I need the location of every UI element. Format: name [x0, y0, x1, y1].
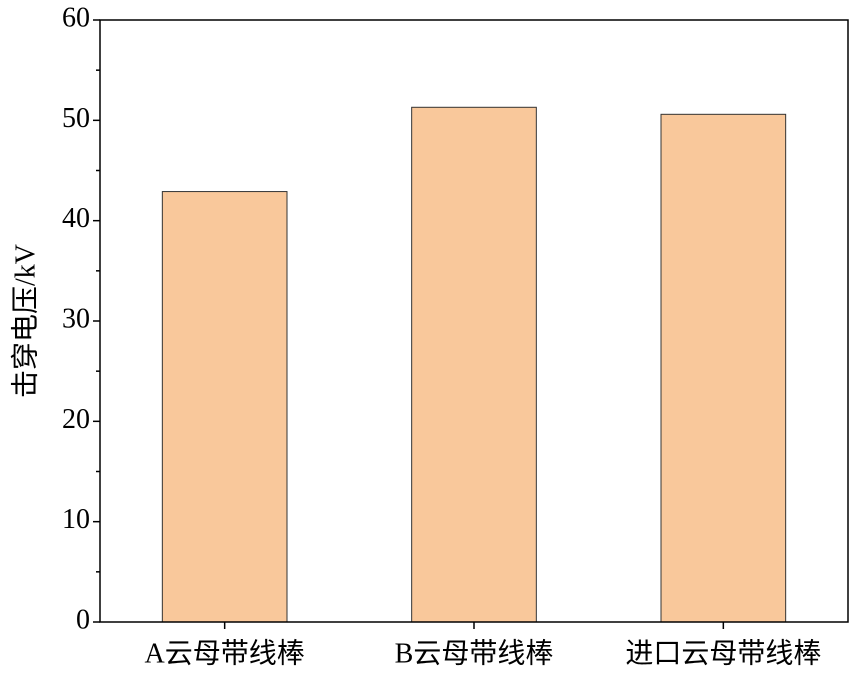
y-axis-label: 击穿电压/kV	[9, 244, 41, 398]
y-tick-label: 0	[76, 604, 90, 635]
y-tick-label: 10	[62, 504, 90, 535]
y-tick-label: 40	[62, 203, 90, 234]
x-tick-label: A云母带线棒	[145, 637, 305, 669]
y-tick-label: 20	[62, 404, 90, 435]
bar	[161, 191, 288, 623]
y-tick-label: 60	[62, 2, 90, 33]
y-tick-label: 50	[62, 103, 90, 134]
plot-frame	[99, 19, 849, 623]
bar	[411, 106, 537, 623]
bar	[660, 113, 787, 623]
y-tick-label: 30	[62, 303, 90, 334]
x-tick-label: 进口云母带线棒	[625, 637, 821, 669]
x-tick-label: B云母带线棒	[395, 637, 554, 669]
